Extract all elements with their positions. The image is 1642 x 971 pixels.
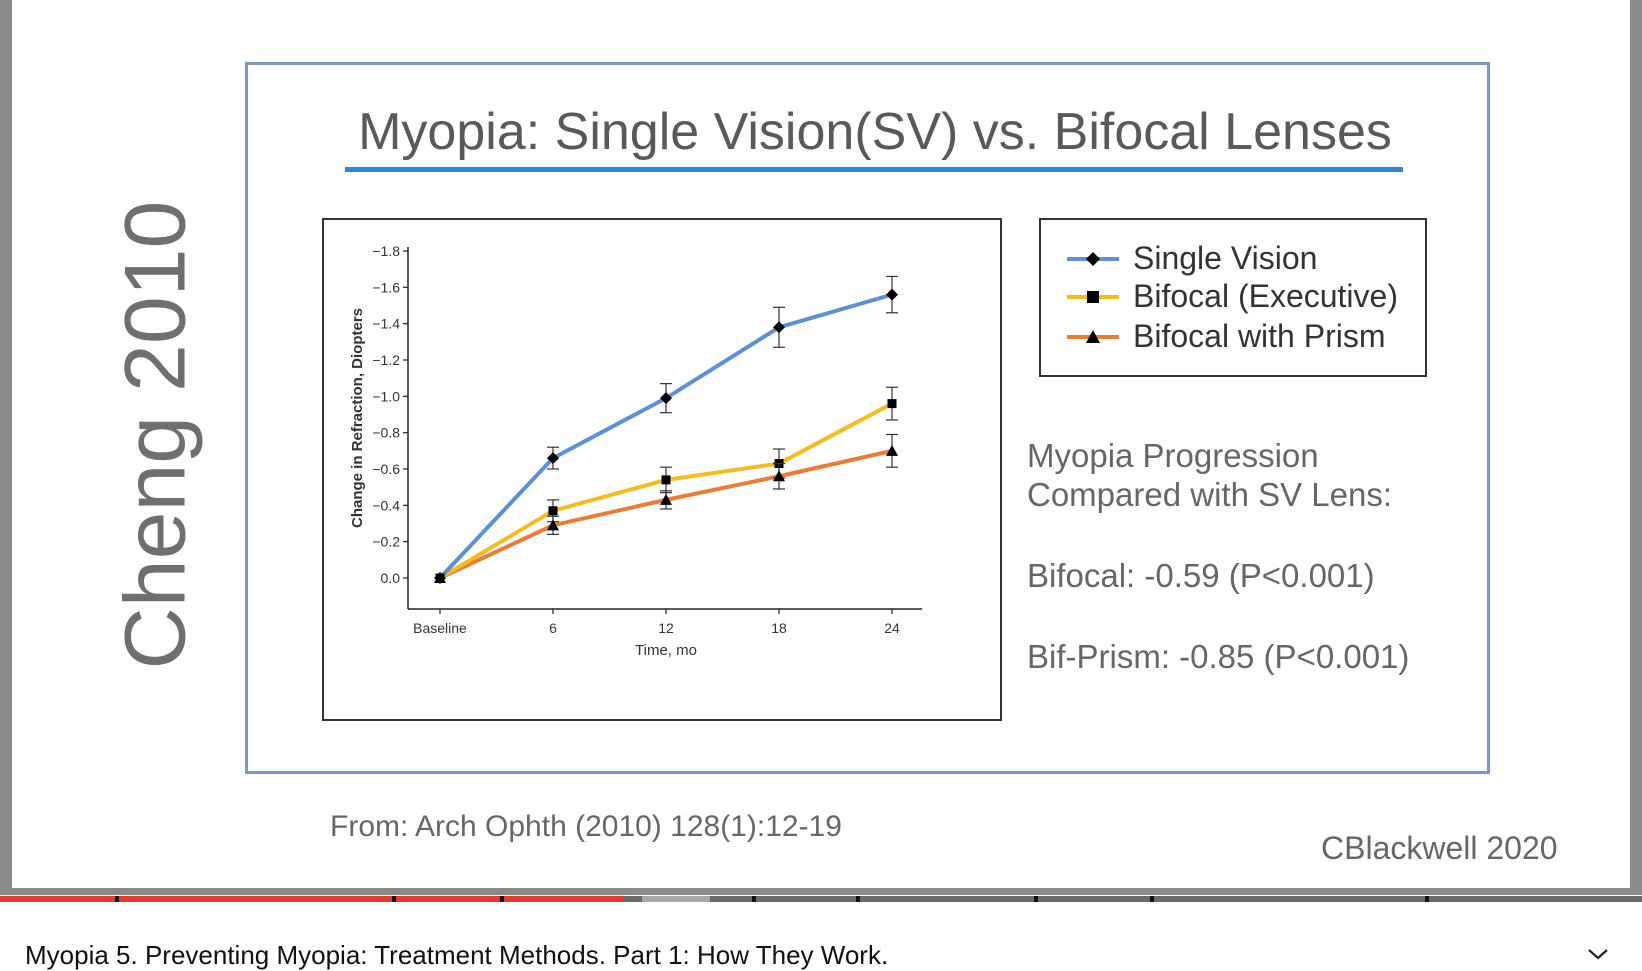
data-point	[773, 470, 785, 482]
legend-label: Bifocal with Prism	[1133, 318, 1386, 354]
x-tick-label: 6	[549, 620, 557, 636]
y-tick-label: −1.0	[372, 388, 400, 404]
x-tick-label: 18	[771, 620, 787, 636]
data-point	[886, 288, 898, 301]
legend-item-single-vision: Single Vision	[1065, 240, 1425, 278]
progress-bar-played	[0, 896, 624, 902]
data-point	[661, 475, 671, 485]
chapter-marker[interactable]	[1150, 896, 1154, 902]
slide-content-frame	[245, 62, 1490, 774]
video-title: Myopia 5. Preventing Myopia: Treatment M…	[25, 940, 889, 970]
side-title: Cheng 2010	[56, 201, 256, 670]
progress-bar-buffered	[642, 896, 710, 902]
x-tick-label: 12	[658, 620, 674, 636]
title-underline	[345, 167, 1403, 172]
data-point	[547, 452, 559, 465]
line-chart: −1.8 −1.6 −1.4 −1.2 −1.0 −0.8 −0.6 −0.4 −0.2 0.0 B…	[349, 243, 922, 659]
chapter-marker[interactable]	[500, 896, 504, 902]
data-point	[660, 392, 672, 405]
triangle-marker-icon	[1067, 330, 1119, 343]
chapter-marker[interactable]	[752, 896, 756, 902]
y-tick-label: −1.2	[372, 352, 400, 368]
data-point	[547, 519, 559, 531]
legend-item-bifocal-prism: Bifocal with Prism	[1065, 318, 1425, 356]
data-point	[887, 399, 897, 409]
data-point	[548, 506, 558, 516]
legend-item-bifocal-executive: Bifocal (Executive)	[1065, 278, 1425, 316]
diamond-marker-icon	[1067, 252, 1119, 266]
y-tick-label: 0.0	[381, 570, 401, 586]
credit: CBlackwell 2020	[1321, 830, 1558, 866]
x-axis-label: Time, mo	[635, 642, 697, 659]
chapter-marker[interactable]	[1425, 896, 1429, 902]
data-point	[660, 493, 672, 505]
legend-label: Single Vision	[1133, 240, 1318, 276]
chevron-down-icon[interactable]	[1583, 944, 1613, 964]
progression-heading-line1: Myopia Progression	[1027, 437, 1319, 474]
square-marker-icon	[1067, 291, 1119, 303]
slide-title: Myopia: Single Vision(SV) vs. Bifocal Le…	[358, 103, 1392, 161]
chart-panel: −1.8 −1.6 −1.4 −1.2 −1.0 −0.8 −0.6 −0.4 −0.2 0.0 B…	[322, 218, 1002, 721]
y-tick-label: −1.8	[372, 243, 400, 259]
y-tick-label: −0.6	[372, 461, 400, 477]
chapter-marker[interactable]	[856, 896, 860, 902]
chapter-marker[interactable]	[1034, 896, 1038, 902]
x-tick-label: Baseline	[413, 620, 467, 636]
side-title-text: Cheng 2010	[107, 200, 204, 670]
data-point	[886, 444, 898, 456]
y-tick-label: −0.8	[372, 425, 400, 441]
x-tick-label: 24	[884, 620, 900, 636]
video-info-bar	[0, 903, 1642, 971]
y-tick-label: −0.2	[372, 534, 400, 550]
source-citation: From: Arch Ophth (2010) 128(1):12-19	[330, 810, 842, 843]
legend-label: Bifocal (Executive)	[1133, 278, 1398, 314]
y-axis-label: Change in Refraction, Diopters	[349, 308, 366, 528]
legend: Single Vision Bifocal (Executive) Bifoca…	[1039, 218, 1427, 377]
progression-heading-line2: Compared with SV Lens:	[1027, 476, 1393, 513]
chapter-marker[interactable]	[392, 896, 396, 902]
progression-bifocal: Bifocal: -0.59 (P<0.001)	[1027, 557, 1375, 594]
y-tick-label: −0.4	[372, 497, 400, 513]
y-tick-label: −1.4	[372, 316, 400, 332]
chapter-marker[interactable]	[115, 896, 119, 902]
data-point	[773, 321, 785, 334]
y-tick-label: −1.6	[372, 279, 400, 295]
progression-bif-prism: Bif-Prism: -0.85 (P<0.001)	[1027, 638, 1410, 675]
progress-bar[interactable]	[0, 896, 1642, 902]
data-point	[434, 572, 446, 583]
